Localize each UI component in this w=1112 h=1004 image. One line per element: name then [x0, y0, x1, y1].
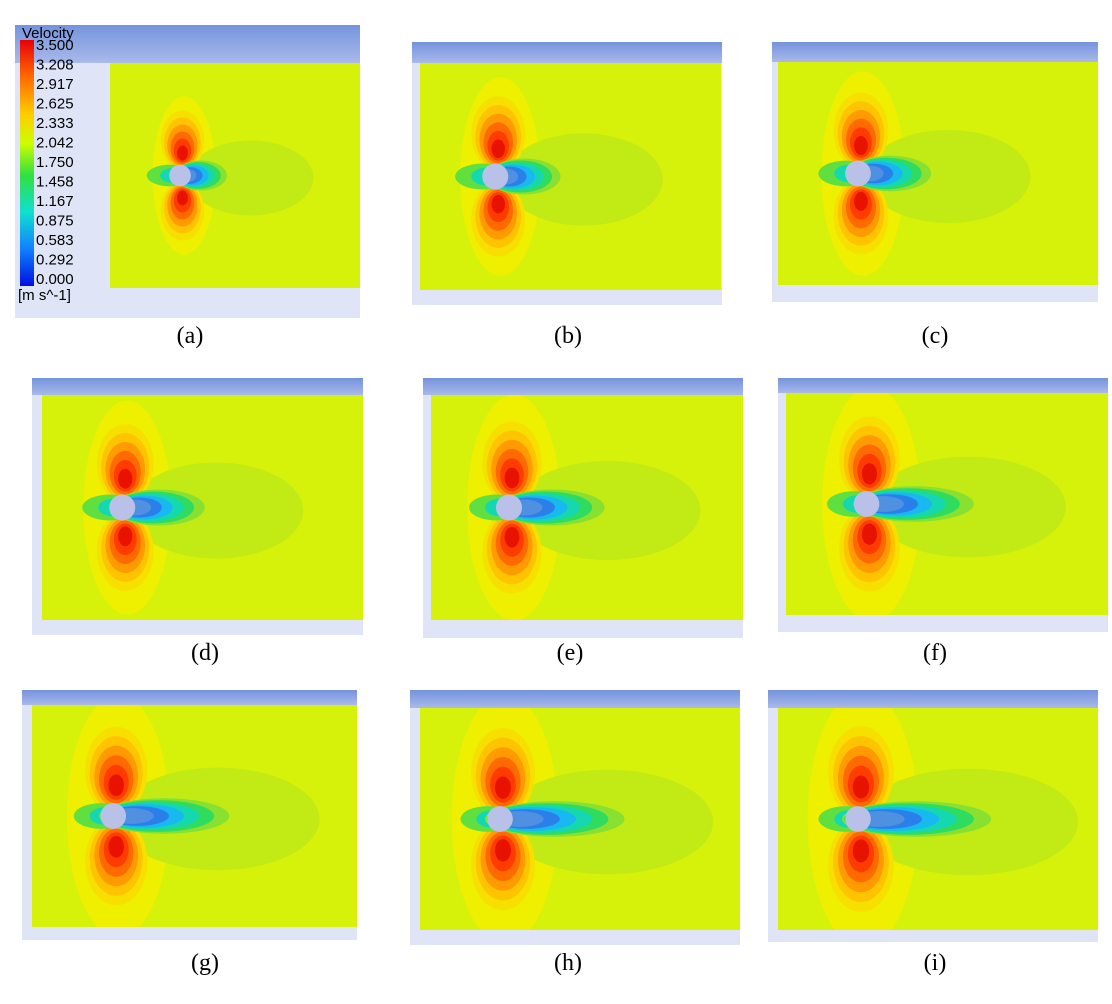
contour-panel — [410, 690, 740, 945]
panel-header — [768, 690, 1098, 708]
panel-caption: (b) — [554, 323, 582, 349]
contour-panel — [778, 378, 1108, 632]
contour-panel — [22, 690, 357, 940]
cylinder — [496, 495, 522, 521]
cylinder — [854, 491, 880, 517]
cylinder — [487, 806, 513, 832]
panel-header — [410, 690, 740, 708]
lobe-contour — [177, 146, 188, 161]
legend-unit: [m s^-1] — [18, 287, 71, 304]
lobe-contour — [505, 527, 520, 548]
contour-plot — [778, 690, 1098, 949]
lobe-contour — [108, 836, 124, 858]
colorbar — [20, 40, 34, 286]
panel-header — [778, 378, 1108, 393]
lobe-contour — [854, 136, 868, 155]
lobe-contour — [118, 526, 132, 546]
cylinder — [109, 495, 135, 521]
panel-caption: (f) — [923, 640, 947, 666]
lobe-contour — [862, 524, 877, 545]
legend-label: 0.875 — [36, 212, 74, 229]
lobe-contour — [854, 192, 868, 211]
panel-caption: (a) — [177, 323, 204, 349]
lobe-contour — [853, 775, 869, 798]
panel-caption: (i) — [924, 950, 947, 976]
contour-panel — [412, 42, 722, 305]
panel-header — [22, 690, 357, 705]
cylinder — [100, 803, 126, 829]
legend-label: 3.208 — [36, 56, 74, 73]
legend-label: 2.917 — [36, 76, 74, 93]
contour-plot — [431, 395, 743, 621]
legend-label: 1.750 — [36, 154, 74, 171]
cylinder — [845, 806, 871, 832]
legend-label: 1.458 — [36, 173, 74, 190]
lobe-contour — [495, 776, 511, 798]
contour-panel — [32, 378, 363, 635]
cylinder — [482, 163, 508, 189]
lobe-contour — [492, 139, 505, 158]
legend-label: 0.000 — [36, 271, 74, 288]
panel-caption: (h) — [554, 950, 582, 976]
lobe-contour — [862, 463, 877, 484]
panel-caption: (d) — [191, 640, 219, 666]
contour-plot — [42, 395, 363, 620]
lobe-contour — [495, 839, 511, 861]
panel-header — [412, 42, 722, 63]
lobe-contour — [492, 195, 505, 214]
lobe-contour — [118, 469, 132, 489]
panel-header — [32, 378, 363, 395]
figure: (a)(b)(c)(d)(e)(f)(g)(h)(i)Velocity3.500… — [0, 0, 1112, 1004]
panel-header — [772, 42, 1098, 62]
contour-panel — [772, 42, 1098, 302]
contour-plot — [420, 694, 740, 945]
legend-label: 2.625 — [36, 95, 74, 112]
legend-label: 0.292 — [36, 251, 74, 268]
contour-plot — [420, 63, 721, 290]
legend-label: 2.333 — [36, 115, 74, 132]
lobe-contour — [108, 774, 124, 796]
cylinder — [845, 161, 871, 187]
panel-caption: (g) — [191, 950, 219, 976]
contour-plot — [110, 63, 360, 288]
lobe-contour — [177, 191, 188, 206]
lobe-contour — [505, 467, 520, 488]
cylinder — [169, 165, 191, 187]
contour-panel — [423, 378, 743, 638]
legend-label: 0.583 — [36, 232, 74, 249]
contour-panel — [768, 690, 1098, 949]
contour-plot — [32, 695, 357, 938]
contour-plot — [786, 387, 1108, 622]
panel-header — [423, 378, 743, 395]
legend-label: 3.500 — [36, 37, 74, 54]
contour-plot — [778, 62, 1098, 285]
lobe-contour — [853, 839, 869, 862]
panel-caption: (e) — [557, 640, 584, 666]
panel-caption: (c) — [922, 323, 949, 349]
legend-label: 2.042 — [36, 134, 74, 151]
legend-label: 1.167 — [36, 193, 74, 210]
